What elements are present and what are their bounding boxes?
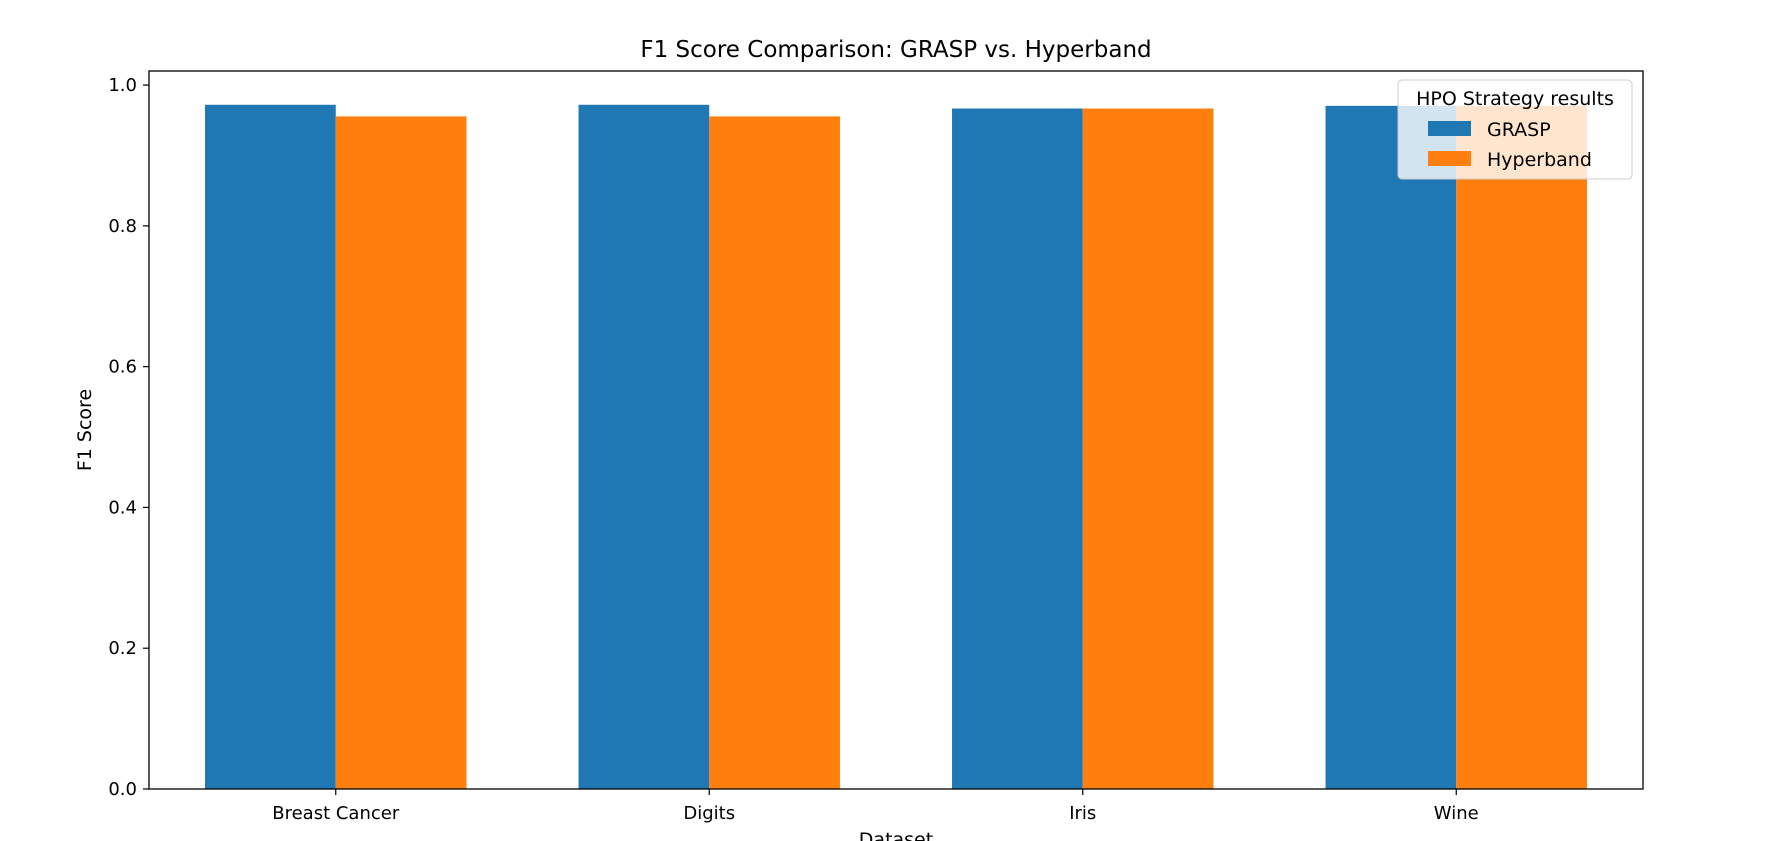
bars-layer xyxy=(205,104,1587,790)
bar-hyperband-iris xyxy=(1082,108,1214,789)
bar-grasp-breast-cancer xyxy=(205,104,336,790)
x-axis-title: Dataset xyxy=(859,829,933,841)
x-tick-label: Iris xyxy=(1069,803,1096,824)
y-tick-label: 0.2 xyxy=(108,638,137,659)
chart-title: F1 Score Comparison: GRASP vs. Hyperband xyxy=(640,37,1151,63)
x-tick-label: Breast Cancer xyxy=(272,803,400,824)
y-axis: 0.0 0.2 0.4 0.6 0.8 1.0 xyxy=(108,75,149,800)
bar-hyperband-breast-cancer xyxy=(335,116,467,789)
x-tick-label: Wine xyxy=(1434,803,1479,824)
y-tick-label: 1.0 xyxy=(108,75,137,96)
y-tick-label: 0.8 xyxy=(108,216,137,237)
x-tick-label: Digits xyxy=(683,803,735,824)
legend-title: HPO Strategy results xyxy=(1416,88,1614,110)
bar-hyperband-wine xyxy=(1456,105,1587,789)
x-axis: Breast Cancer Digits Iris Wine xyxy=(272,789,1479,824)
y-tick-label: 0.0 xyxy=(108,779,137,800)
bar-hyperband-digits xyxy=(709,116,840,789)
legend-label-grasp: GRASP xyxy=(1487,119,1551,141)
y-axis-title: F1 Score xyxy=(74,389,96,471)
legend-swatch-hyperband xyxy=(1428,151,1471,166)
legend-swatch-grasp xyxy=(1428,121,1471,136)
legend: HPO Strategy results GRASP Hyperband xyxy=(1397,79,1633,180)
bar-grasp-digits xyxy=(578,104,710,790)
y-tick-label: 0.4 xyxy=(108,497,137,518)
bar-grasp-wine xyxy=(1325,105,1457,789)
plot-frame xyxy=(148,70,1644,790)
legend-label-hyperband: Hyperband xyxy=(1487,149,1592,171)
bar-grasp-iris xyxy=(952,108,1083,789)
y-tick-label: 0.6 xyxy=(108,357,137,378)
